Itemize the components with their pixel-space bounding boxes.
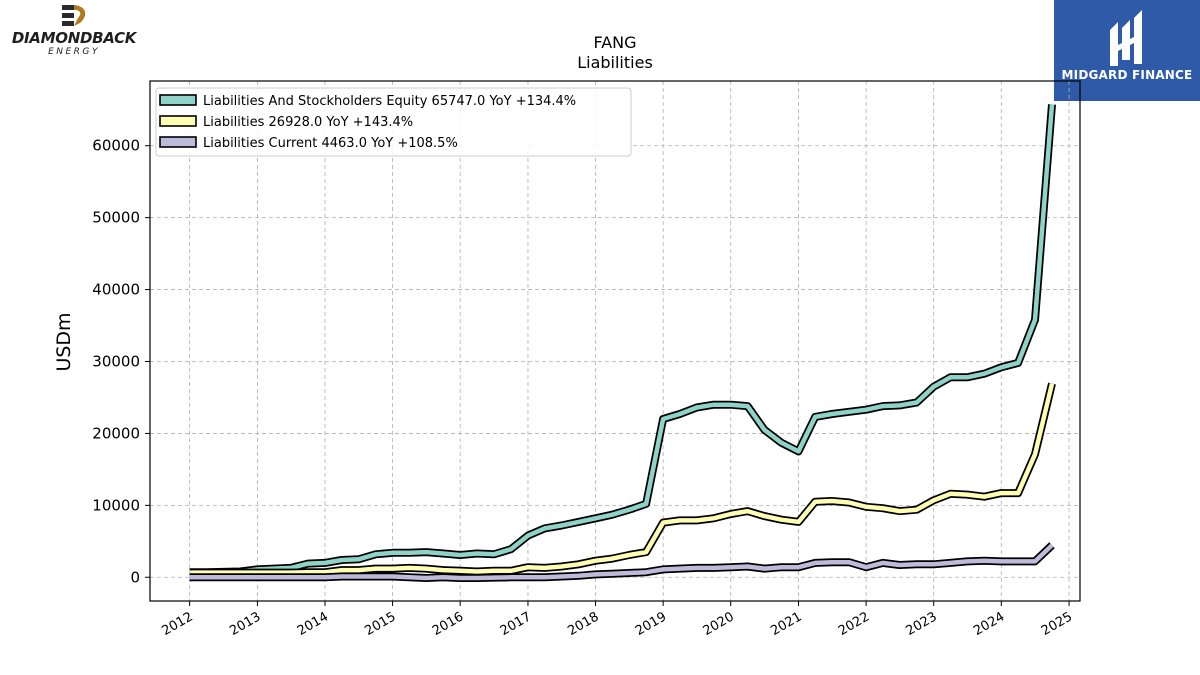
x-tick-label: 2024 [971,609,1007,639]
x-tick-label: 2021 [768,609,804,639]
chart-title: FANG [593,33,636,52]
series-line-outline [189,382,1056,577]
series-line [189,383,1055,575]
diamondback-logo: DIAMONDBACK ENERGY [4,4,144,57]
midgard-logo-mark [1110,10,1142,66]
x-tick-label: 2025 [1039,609,1075,639]
y-tick-label: 20000 [92,424,140,442]
y-tick-label: 30000 [92,352,140,370]
x-tick-label: 2012 [159,609,195,639]
x-tick-label: 2023 [904,609,940,639]
legend-box [155,87,632,157]
series-line [189,104,1055,575]
grid [150,81,1080,601]
y-axis-label: USDm [53,312,75,371]
y-tick-label: 10000 [92,496,140,514]
x-tick-label: 2015 [362,609,398,639]
legend-label: Liabilities Current 4463.0 YoY +108.5% [203,136,458,151]
series-lines [189,104,1056,582]
brand-subname: ENERGY [48,47,100,57]
legend-label: Liabilities 26928.0 YoY +143.4% [203,115,413,130]
x-tick-label: 2019 [633,609,669,639]
x-tick-label: 2017 [498,609,534,639]
y-tick-label: 60000 [92,137,140,155]
plot-frame [149,80,1081,602]
chart-subtitle: Liabilities [577,53,653,72]
x-tick-label: 2018 [565,609,601,639]
brand-name: DIAMONDBACK [11,29,137,47]
x-tick-label: 2016 [430,609,466,639]
y-tick-label: 40000 [92,281,140,299]
legend-swatch [159,94,197,106]
x-tick-label: 2014 [295,609,331,639]
legend-label: Liabilities And Stockholders Equity 6574… [203,94,576,109]
series-line [189,543,1054,581]
legend: Liabilities And Stockholders Equity 6574… [155,87,632,157]
x-tick-label: 2022 [836,609,872,639]
publisher-name: MIDGARD FINANCE [1061,68,1193,82]
diamondback-logo-mark [62,5,86,26]
x-tick-label: 2013 [227,609,263,639]
midgard-finance-badge: MIDGARD FINANCE [1054,0,1200,101]
legend-swatch [159,115,197,127]
legend-swatch [159,136,197,148]
y-tick-label: 0 [130,568,140,586]
y-tick-label: 50000 [92,209,140,227]
x-tick-label: 2020 [701,609,737,639]
